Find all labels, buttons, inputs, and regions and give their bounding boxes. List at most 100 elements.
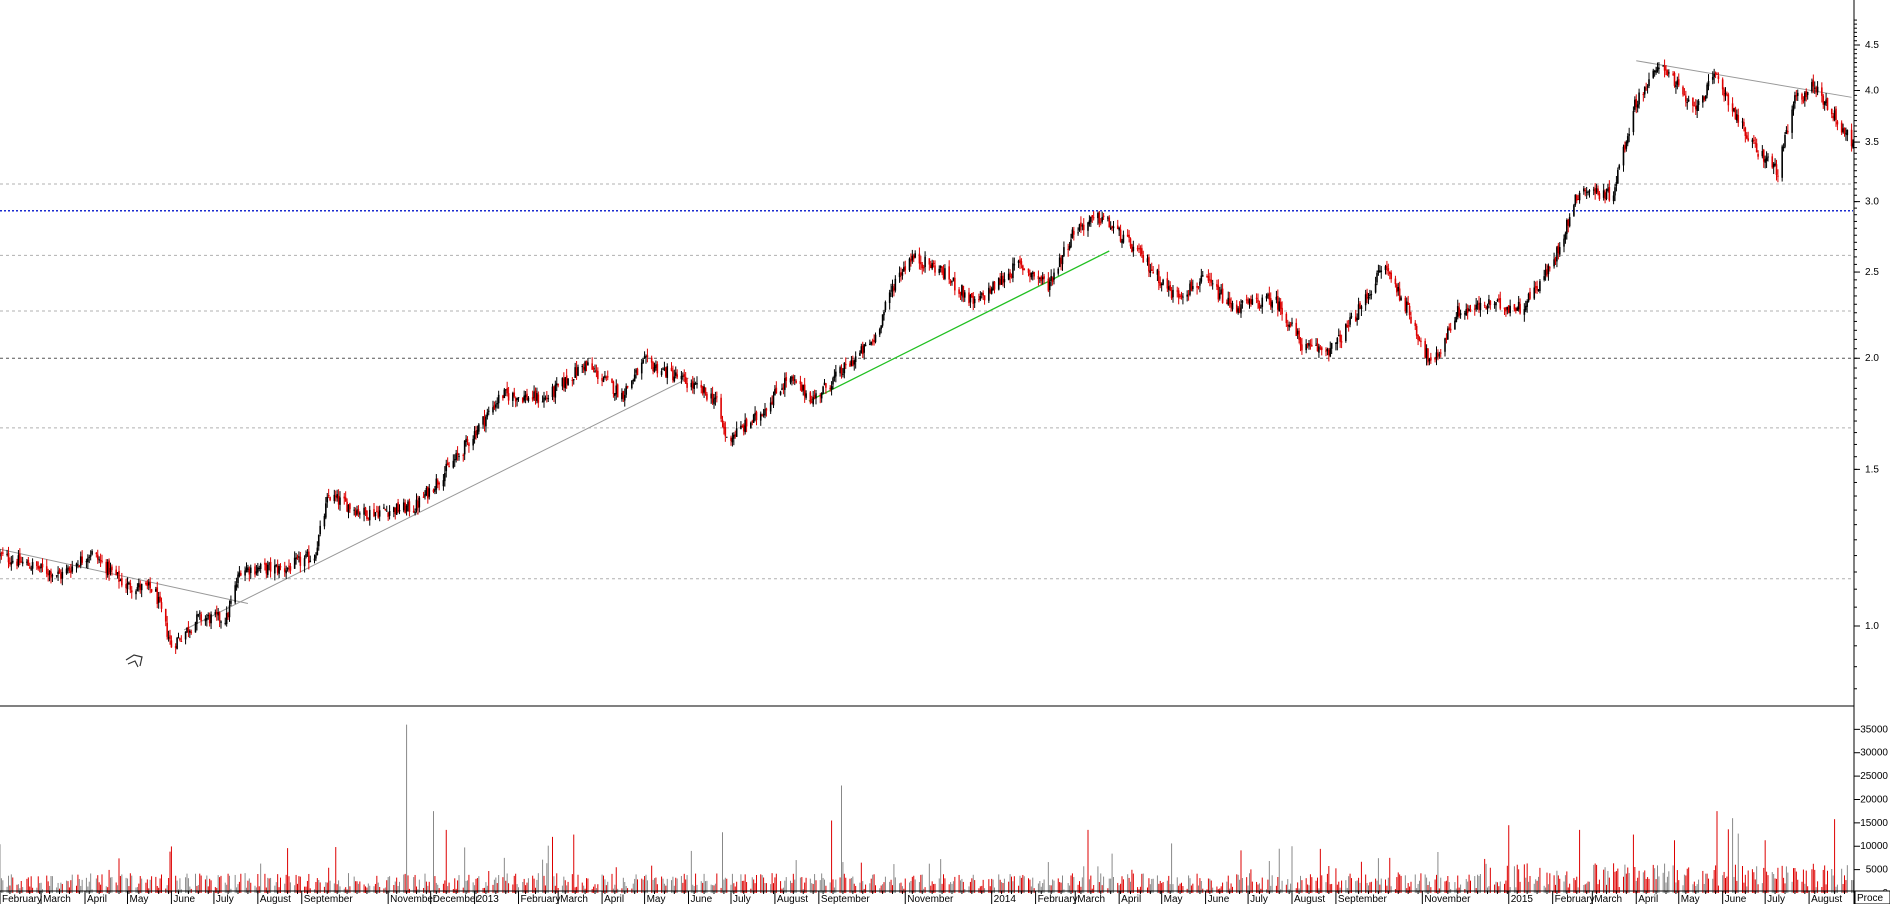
candle-body: [700, 384, 703, 388]
candle-body: [983, 295, 986, 301]
candle-body: [554, 384, 557, 398]
candle-body: [652, 362, 654, 372]
candle-body: [366, 510, 368, 519]
candle-body: [1737, 114, 1740, 123]
candle-body: [1529, 291, 1531, 299]
candle-body: [662, 368, 664, 370]
candle-body: [523, 395, 525, 401]
candle-body: [167, 637, 170, 639]
candle-body: [1449, 328, 1452, 331]
candle-body: [1150, 269, 1153, 271]
candle-body: [1816, 86, 1819, 93]
candle-body: [1386, 265, 1388, 269]
month-label: November: [907, 894, 954, 904]
candle-body: [595, 370, 598, 372]
candle-body: [1159, 282, 1162, 286]
candle-body: [582, 366, 585, 370]
candle-body: [190, 631, 193, 633]
candle-body: [1394, 278, 1397, 285]
candle-body: [585, 361, 588, 365]
candle-body: [40, 563, 42, 569]
candle-body: [673, 376, 676, 382]
candle-body: [1227, 297, 1230, 305]
candle-body: [1211, 283, 1214, 285]
candle-body: [485, 416, 487, 427]
candle-body: [1002, 275, 1004, 284]
candle-body: [1557, 245, 1560, 254]
candle-body: [317, 535, 320, 547]
candle-body: [1379, 270, 1381, 273]
candle-body: [1009, 272, 1011, 278]
candle-body: [1685, 95, 1687, 102]
candle-body: [1506, 306, 1509, 310]
candle-body: [1787, 130, 1789, 133]
candle-body: [1775, 164, 1778, 175]
candle-body: [214, 612, 217, 615]
candle-body: [1516, 307, 1519, 311]
candle-body: [1220, 289, 1222, 294]
candle-body: [1724, 93, 1727, 95]
candle-body: [1675, 85, 1677, 88]
candle-body: [313, 558, 316, 561]
candle-body: [769, 402, 772, 412]
candle-body: [414, 511, 416, 514]
candle-body: [363, 507, 365, 515]
candle-body: [373, 509, 375, 517]
candle-body: [1306, 343, 1309, 345]
candle-body: [1792, 103, 1795, 111]
candle-body: [1039, 277, 1041, 279]
month-label: June: [691, 894, 713, 904]
candle-body: [1703, 96, 1706, 101]
candle-body: [21, 561, 24, 564]
candle-body: [495, 404, 497, 408]
candle-body: [398, 510, 401, 512]
candle-body: [458, 455, 460, 457]
candle-body: [1210, 279, 1213, 283]
candle-body: [514, 398, 517, 402]
candle-body: [1455, 316, 1458, 322]
candle-body: [1634, 99, 1636, 110]
candle-body: [1190, 281, 1193, 291]
candle-body: [999, 278, 1001, 285]
candle-body: [51, 575, 54, 577]
candle-body: [948, 266, 950, 280]
trendline: [808, 250, 1110, 402]
candle-body: [91, 551, 93, 555]
candle-body: [825, 383, 827, 388]
candle-body: [723, 423, 725, 429]
candle-body: [146, 582, 149, 587]
candle-body: [1237, 308, 1239, 313]
candle-body: [714, 397, 717, 400]
candle-body: [1354, 316, 1357, 322]
candle-body: [444, 472, 446, 482]
candle-body: [1574, 194, 1577, 205]
candle-body: [218, 612, 221, 622]
candle-body: [1454, 320, 1456, 330]
candle-body: [506, 388, 508, 394]
candle-body: [1073, 231, 1075, 235]
candle-body: [890, 290, 892, 292]
candle-body: [1485, 306, 1487, 309]
candle-body: [694, 383, 697, 385]
candle-body: [155, 589, 157, 592]
candle-body: [801, 384, 803, 392]
candle-body: [537, 394, 540, 403]
price-tick-label: 2.0: [1865, 353, 1879, 364]
candle-body: [850, 359, 853, 366]
candle-body: [1568, 217, 1571, 227]
candle-body: [1636, 104, 1639, 108]
candle-body: [1126, 234, 1129, 237]
candle-body: [1686, 102, 1689, 104]
candle-body: [684, 376, 687, 384]
candle-body: [1396, 284, 1398, 293]
candle-body: [533, 391, 535, 398]
candle-body: [333, 494, 336, 502]
candle-body: [653, 367, 656, 372]
candle-body: [803, 384, 806, 397]
candle-body: [939, 265, 942, 268]
candle-body: [1707, 80, 1710, 87]
candle-body: [869, 343, 871, 345]
candle-body: [561, 377, 564, 387]
candle-body: [1340, 341, 1343, 343]
